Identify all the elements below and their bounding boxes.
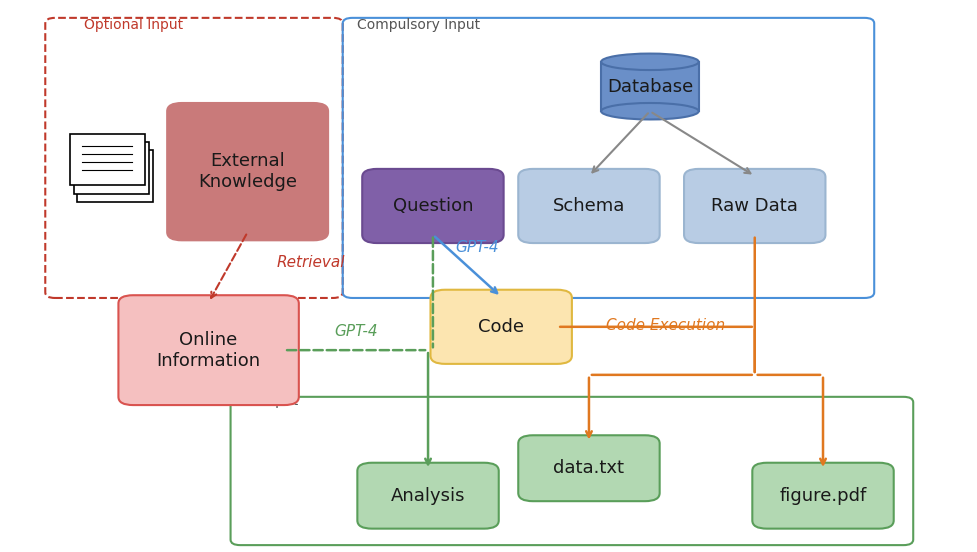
Text: Raw Data: Raw Data — [710, 197, 797, 215]
Bar — [601, 62, 698, 112]
Text: Online
Information: Online Information — [156, 331, 261, 369]
Ellipse shape — [601, 103, 698, 119]
Text: figure.pdf: figure.pdf — [779, 487, 866, 505]
FancyBboxPatch shape — [518, 169, 659, 243]
FancyBboxPatch shape — [361, 169, 503, 243]
Text: Analysis: Analysis — [391, 487, 465, 505]
FancyBboxPatch shape — [118, 295, 299, 405]
Text: GPT-4: GPT-4 — [334, 324, 377, 339]
Text: External
Knowledge: External Knowledge — [198, 152, 297, 191]
FancyBboxPatch shape — [77, 150, 152, 202]
Ellipse shape — [601, 54, 698, 70]
Text: Retrieval: Retrieval — [276, 255, 345, 270]
FancyBboxPatch shape — [683, 169, 825, 243]
FancyBboxPatch shape — [73, 142, 149, 194]
FancyBboxPatch shape — [357, 463, 498, 529]
Text: Schema: Schema — [552, 197, 624, 215]
Text: Database: Database — [606, 77, 693, 95]
FancyBboxPatch shape — [69, 134, 146, 185]
FancyBboxPatch shape — [518, 436, 659, 501]
Text: Output: Output — [250, 394, 298, 408]
Text: data.txt: data.txt — [553, 459, 624, 477]
Text: GPT-4: GPT-4 — [454, 240, 498, 255]
Text: Code: Code — [478, 318, 524, 336]
Text: Question: Question — [393, 197, 473, 215]
Text: Optional Input: Optional Input — [84, 18, 184, 31]
Text: Code Execution: Code Execution — [606, 318, 724, 333]
FancyBboxPatch shape — [167, 103, 327, 240]
Text: Compulsory Input: Compulsory Input — [357, 18, 480, 31]
FancyBboxPatch shape — [430, 290, 572, 364]
FancyBboxPatch shape — [751, 463, 893, 529]
